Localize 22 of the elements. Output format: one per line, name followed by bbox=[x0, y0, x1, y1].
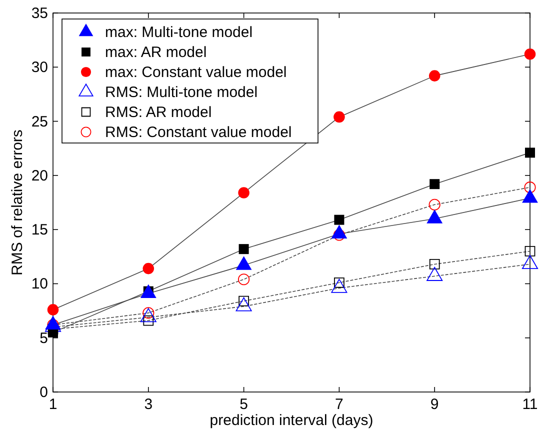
y-tick-label: 0 bbox=[40, 384, 48, 401]
x-axis-title: prediction interval (days) bbox=[210, 412, 374, 429]
y-tick-label: 10 bbox=[31, 276, 48, 293]
x-tick-label: 5 bbox=[240, 396, 248, 413]
y-tick-label: 20 bbox=[31, 167, 48, 184]
y-tick-label: 35 bbox=[31, 5, 48, 22]
x-tick-label: 3 bbox=[144, 396, 153, 413]
x-tick-label: 11 bbox=[522, 396, 538, 413]
legend-label: max: AR model bbox=[105, 44, 207, 61]
x-tick-label: 1 bbox=[48, 396, 58, 413]
y-axis-title: RMS of relative errors bbox=[9, 130, 26, 276]
legend-label: RMS: Multi-tone model bbox=[105, 84, 258, 101]
legend-label: RMS: AR model bbox=[105, 104, 212, 121]
legend-label: RMS: Constant value model bbox=[105, 124, 292, 141]
y-tick-label: 25 bbox=[31, 113, 48, 130]
x-tick-label: 9 bbox=[430, 396, 439, 413]
y-tick-label: 30 bbox=[31, 59, 48, 76]
legend-label: max: Constant value model bbox=[105, 64, 287, 81]
legend-label: max: Multi-tone model bbox=[105, 24, 253, 41]
x-tick-label: 7 bbox=[335, 396, 344, 413]
y-tick-label: 15 bbox=[31, 222, 48, 239]
y-tick-label: 5 bbox=[40, 330, 48, 347]
